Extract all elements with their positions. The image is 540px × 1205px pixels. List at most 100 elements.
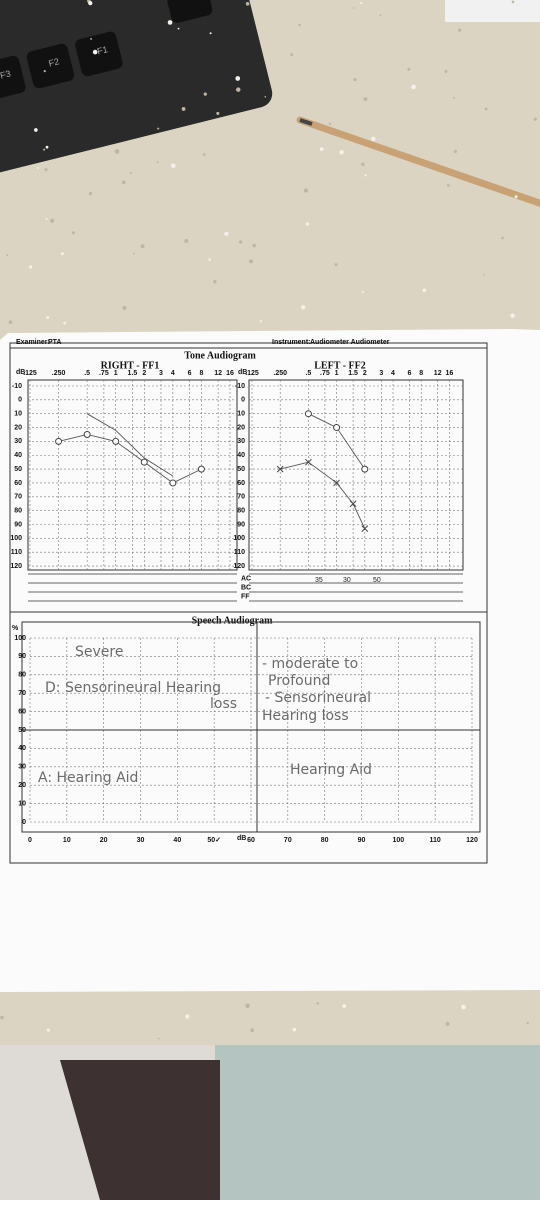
y-tick-label: 60: [18, 708, 26, 715]
y-tick-label: 10: [14, 411, 22, 418]
speckle: [45, 145, 49, 149]
speckle: [92, 49, 98, 55]
x-tick-label: 12: [214, 370, 222, 377]
speckle: [360, 1, 363, 5]
plot-frame: [248, 379, 464, 571]
speckle: [363, 97, 368, 102]
speckle: [511, 0, 515, 4]
handwritten-note: - moderate to: [262, 656, 358, 672]
x-tick-label: 6: [408, 370, 412, 377]
speckle: [34, 128, 38, 132]
speckle: [88, 0, 93, 6]
speckle: [208, 258, 211, 261]
header-text: Examiner:: [16, 339, 50, 346]
marker-cross: [349, 500, 357, 508]
speckle: [484, 107, 488, 111]
y-tick-label: 110: [11, 549, 22, 556]
y-tick-label: -10: [235, 383, 245, 390]
speckle: [167, 20, 173, 25]
y-tick-label: -10: [12, 383, 22, 390]
speckle: [0, 1015, 4, 1020]
key-label: F1: [96, 44, 109, 56]
marker-circle: [169, 479, 177, 487]
y-tick-label: 120: [10, 563, 22, 570]
speckle: [319, 147, 324, 151]
y-tick-label: 0: [18, 397, 22, 404]
speckle: [371, 136, 376, 142]
x-tick-label: .125: [23, 370, 37, 377]
x-tick-label: 1.5: [128, 370, 138, 377]
speckle: [8, 320, 13, 324]
y-tick-label: 110: [234, 549, 245, 556]
speckle: [305, 222, 310, 226]
x-tick-label: 3: [159, 370, 163, 377]
marker-circle: [361, 465, 369, 473]
y-tick-label: 90: [18, 653, 26, 660]
keyboard: F3 F2 F1: [0, 0, 273, 174]
speckle: [43, 148, 46, 151]
speckle: [533, 117, 537, 121]
section-title: Tone Audiogram: [184, 350, 256, 361]
speckle: [453, 96, 456, 99]
x-tick-label: 4: [391, 370, 395, 377]
key-label: F2: [48, 56, 61, 68]
speckle: [114, 149, 120, 154]
marker-circle: [304, 410, 312, 418]
x-tick-label: 6: [188, 370, 192, 377]
speckle: [298, 23, 301, 27]
speckle: [292, 1027, 297, 1032]
y-tick-label: 20: [18, 782, 26, 789]
speckle: [361, 290, 364, 294]
x-tick-label: 2: [363, 370, 367, 377]
handwritten-note: Profound: [268, 673, 330, 689]
y-tick-label: 10: [237, 411, 245, 418]
speckle: [303, 188, 309, 193]
x-tick-label: .5: [84, 370, 90, 377]
y-tick-label: 100: [233, 535, 245, 542]
key: [167, 0, 213, 23]
speckle: [245, 2, 250, 6]
handwritten-note: D: Sensorineural Hearing: [45, 680, 221, 696]
marker-cross: [361, 525, 369, 533]
y-tick-label: 20: [14, 424, 22, 431]
x-tick-label: .125: [245, 370, 259, 377]
handwritten-note: loss: [210, 696, 237, 712]
speckle: [364, 174, 367, 177]
y-tick-label: 0: [241, 397, 245, 404]
y-tick-label: 100: [14, 635, 26, 642]
speckle: [140, 244, 145, 249]
speckle: [236, 87, 241, 92]
speckle: [156, 161, 159, 164]
speckle: [224, 231, 229, 236]
key: [0, 55, 26, 101]
x-tick-label: 120: [466, 837, 478, 844]
x-tick-label: 16: [226, 370, 234, 377]
axis-unit: dB: [16, 369, 25, 376]
speckle: [444, 69, 448, 73]
pencil: [296, 116, 540, 207]
marker-circle: [55, 437, 63, 445]
speckle: [407, 67, 411, 71]
y-tick-label: 60: [237, 480, 245, 487]
y-tick-label: 70: [237, 494, 245, 501]
handwritten-note: 30: [343, 577, 351, 584]
x-tick-label: .75: [99, 370, 109, 377]
form-border: [9, 342, 488, 864]
x-tick-label: 4: [171, 370, 175, 377]
y-tick-label: 80: [18, 672, 26, 679]
speckle: [353, 78, 357, 82]
marker-circle: [197, 465, 205, 473]
speckle: [339, 150, 344, 155]
speckle: [209, 32, 212, 35]
speckle: [457, 28, 462, 32]
y-tick-label: 50: [14, 466, 22, 473]
marker-cross: [305, 458, 312, 466]
pencil-tip: [299, 118, 313, 126]
x-tick-label: 50✓: [207, 837, 221, 844]
speckle: [252, 243, 256, 248]
audiogram-line: [86, 413, 174, 477]
y-tick-label: 100: [10, 535, 22, 542]
speckle: [361, 162, 365, 166]
speckle: [37, 166, 40, 169]
